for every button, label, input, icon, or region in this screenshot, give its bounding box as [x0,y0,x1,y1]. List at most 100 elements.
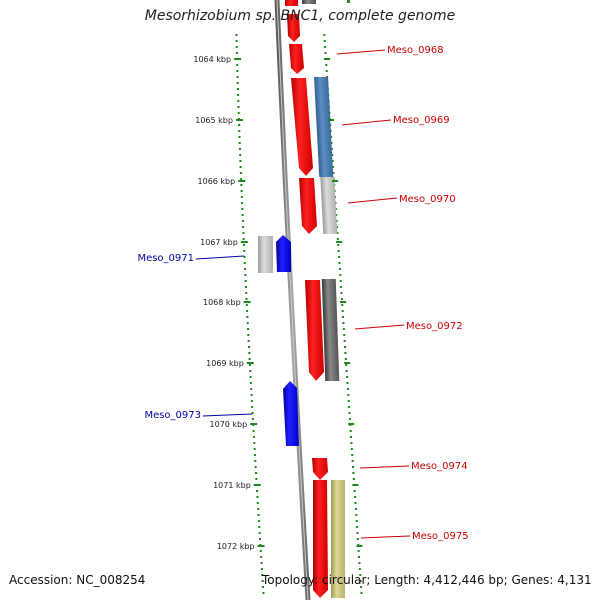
ruler-dot [256,502,259,504]
ruler-dot [239,160,242,162]
ruler-dot [250,394,253,396]
ruler-dot [358,562,361,564]
ruler-dot [351,454,354,456]
ruler-dot [340,298,343,300]
gene-label-meso-0968[interactable]: Meso_0968 [387,45,444,56]
gene-label-meso-0972[interactable]: Meso_0972 [406,321,463,332]
ruler-tick-label: 1069 kbp [206,359,244,368]
ruler-dot [238,142,241,144]
ruler-dot [237,106,240,108]
ruler-dot [241,202,244,204]
ruler-dot [245,304,248,306]
ruler-dot [332,166,335,168]
ruler-tick-mark [234,58,242,60]
ruler-dot [251,406,254,408]
ruler-dot [253,442,256,444]
gene-block-meso-0970-orf[interactable] [320,177,338,234]
ruler-dot [325,64,328,66]
ruler-dot [261,574,264,576]
ruler-dot [350,436,353,438]
gene-label-meso-0974[interactable]: Meso_0974 [411,461,468,472]
gene-block-meso-0971-orf[interactable] [258,236,273,273]
ruler-dot [256,496,259,498]
gene-leader-line [347,197,398,204]
ruler-dot [353,490,356,492]
ruler-tick-mark [352,484,359,486]
gene-arrow-meso-0970[interactable] [299,178,317,234]
ruler-dot [247,346,250,348]
ruler-dot [360,592,363,594]
ruler-dot [252,430,255,432]
ruler-dot [250,400,253,402]
ruler-dot [242,232,245,234]
gene-leader-line [336,49,386,55]
ruler-dot [331,154,334,156]
ruler-dot [251,418,254,420]
ruler-dot [354,496,357,498]
ruler-dot [342,328,345,330]
gene-leader-line [359,465,410,469]
ruler-dot [335,220,338,222]
ruler-dot [256,490,259,492]
gene-label-meso-0971[interactable]: Meso_0971 [137,253,194,264]
ruler-dot [324,52,327,54]
ruler-dot [237,94,240,96]
ruler-tick-label: 1071 kbp [213,481,251,490]
ruler-dot [262,586,265,588]
ruler-dot [336,232,339,234]
ruler-dot [336,226,339,228]
ruler-dot [345,364,348,366]
ruler-dot [240,196,243,198]
gene-arrow-meso-0973[interactable] [283,381,299,446]
ruler-dot [252,436,255,438]
ruler-dot [249,370,252,372]
gene-block-meso-0972-orf[interactable] [321,279,340,381]
ruler-dot [331,160,334,162]
gene-block-meso-0975-orf[interactable] [331,480,345,598]
ruler-dot [236,88,239,90]
ruler-dot [248,352,251,354]
ruler-dot [323,34,326,36]
gene-label-meso-0969[interactable]: Meso_0969 [393,115,450,126]
gene-leader-line [360,535,411,539]
ruler-dot [358,556,361,558]
ruler-dot [242,238,245,240]
gene-label-meso-0970[interactable]: Meso_0970 [399,194,456,205]
ruler-tick-mark [238,180,246,182]
ruler-dot [257,514,260,516]
ruler-dot [337,244,340,246]
ruler-tick-mark [348,423,355,425]
gene-arrow-meso-0974[interactable] [312,458,328,480]
ruler-dot [348,418,351,420]
ruler-dot [236,70,239,72]
ruler-dot [356,526,359,528]
ruler-dot [351,460,354,462]
gene-arrow-meso-0969[interactable] [291,78,313,176]
ruler-dot [244,274,247,276]
ruler-dot [259,550,262,552]
ruler-tick-mark [340,301,347,303]
gene-arrow-meso-0968[interactable] [289,44,304,74]
ruler-dot [338,262,341,264]
ruler-tick-mark [243,301,251,303]
gene-arrow-meso-0972[interactable] [305,280,324,381]
gene-arrow-meso-0971[interactable] [276,235,291,272]
gene-label-meso-0975[interactable]: Meso_0975 [412,531,469,542]
gene-label-meso-0973[interactable]: Meso_0973 [144,410,201,421]
gene-arrow-meso-0975[interactable] [313,480,328,598]
ruler-dot [249,376,252,378]
ruler-tick-mark [240,241,248,243]
ruler-dot [244,286,247,288]
ruler-tick-mark [344,362,351,364]
ruler-dot [344,358,347,360]
ruler-dot [241,220,244,222]
ruler-dot [344,352,347,354]
ruler-dot [338,256,341,258]
ruler-dot [358,568,361,570]
ruler-dot [242,244,245,246]
ruler-dot [244,268,247,270]
ruler-dot [255,478,258,480]
ruler-dot [330,148,333,150]
gene-block-meso-0969-orf[interactable] [314,77,334,177]
ruler-dot [248,364,251,366]
